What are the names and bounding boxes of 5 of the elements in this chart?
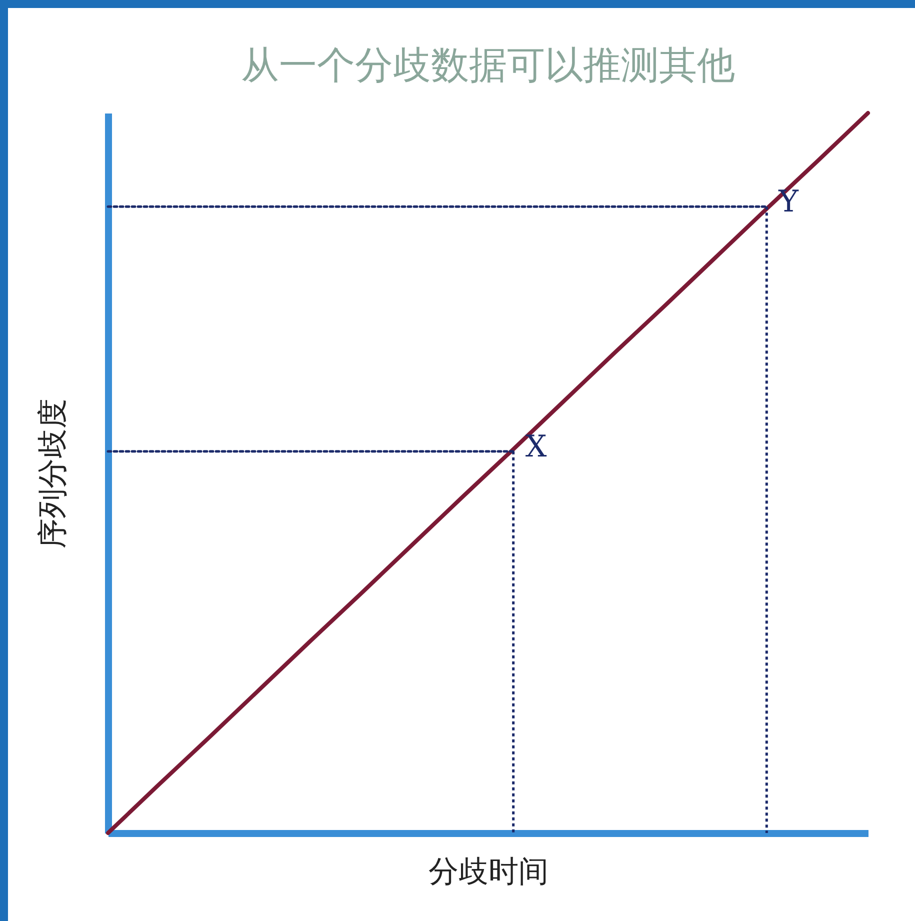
annotation: Y (778, 184, 800, 220)
chart-title: 从一个分歧数据可以推测其他 (241, 43, 735, 87)
y-axis-title: 序列分歧度 (36, 398, 70, 548)
annotation: X (525, 429, 548, 464)
x-axis-title: 分歧时间 (428, 854, 548, 890)
